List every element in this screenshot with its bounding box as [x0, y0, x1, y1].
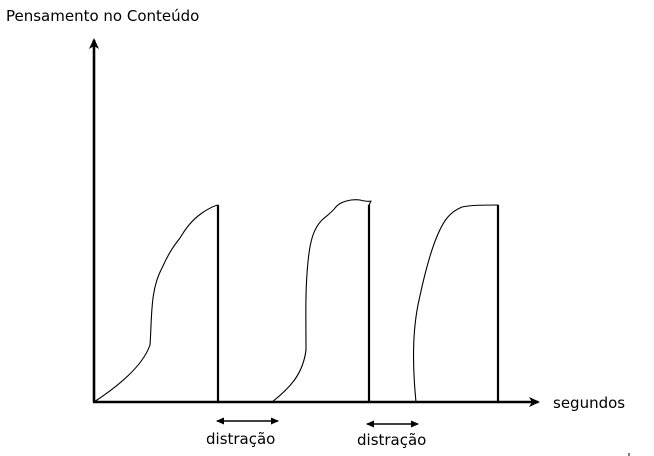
attention-curve-3 [413, 204, 499, 403]
distraction-label-1: distração [206, 430, 275, 448]
attention-curve-1 [93, 204, 219, 403]
y-axis-label: Pensamento no Conteúdo [6, 7, 199, 25]
x-axis-label: segundos [553, 394, 625, 412]
distraction-label-2: distração [357, 431, 426, 449]
attention-curve-2 [271, 199, 372, 403]
